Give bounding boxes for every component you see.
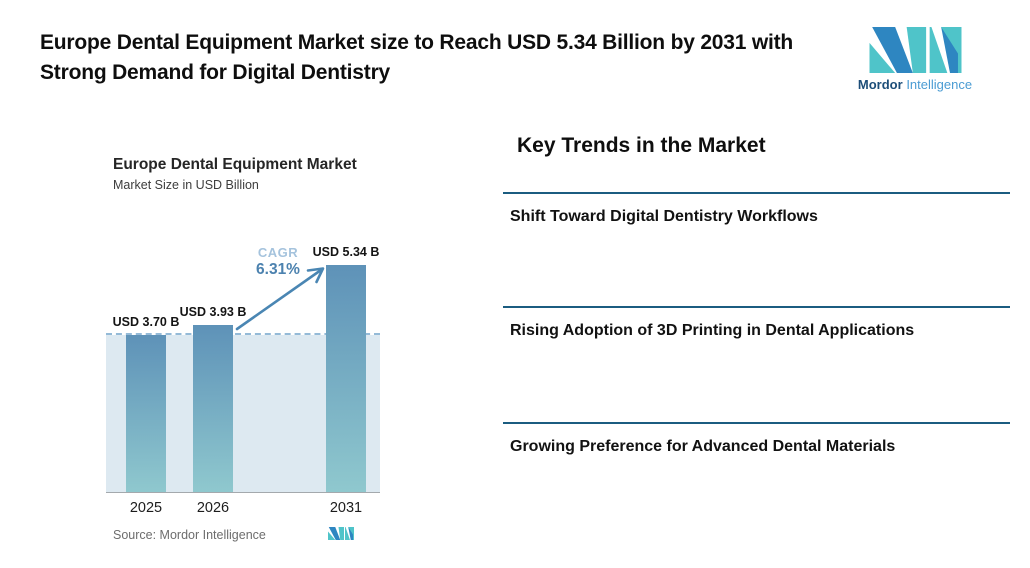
bar-rect-2025 xyxy=(126,334,166,492)
x-axis-line xyxy=(106,492,380,493)
cagr-label: CAGR xyxy=(257,245,299,260)
logo-word-mordor: Mordor xyxy=(857,77,903,92)
x-tick-2025: 2025 xyxy=(129,500,163,516)
bar-rect-2031 xyxy=(326,265,366,492)
growth-arrow-icon xyxy=(235,267,325,331)
chart-title: Europe Dental Equipment Market xyxy=(113,156,357,173)
logo-wordmark: Mordor Intelligence xyxy=(855,77,975,92)
trend-item-digital-dentistry: Shift Toward Digital Dentistry Workflows xyxy=(503,192,1010,230)
trend-item-advanced-materials: Growing Preference for Advanced Dental M… xyxy=(503,422,1010,460)
bar-value-label: USD 3.70 B xyxy=(112,314,180,329)
trend-item-3d-printing: Rising Adoption of 3D Printing in Dental… xyxy=(503,306,1010,344)
logo-word-intelligence: Intelligence xyxy=(906,77,973,92)
bar-2026: USD 3.93 B 2026 xyxy=(180,305,247,516)
chart-subtitle: Market Size in USD Billion xyxy=(113,178,259,192)
x-tick-2031: 2031 xyxy=(329,500,363,516)
source-text: Source: Mordor Intelligence xyxy=(113,528,266,542)
bar-value-label: USD 5.34 B xyxy=(312,245,380,260)
source-row: Source: Mordor Intelligence xyxy=(113,525,383,545)
x-tick-2026: 2026 xyxy=(196,500,230,516)
bar-2031: USD 5.34 B 2031 xyxy=(313,245,380,516)
mordor-logo-icon xyxy=(869,27,961,73)
bar-value-label: USD 3.93 B xyxy=(179,304,247,319)
bar-2025: USD 3.70 B 2025 xyxy=(113,315,180,516)
dashed-threshold-line xyxy=(106,332,380,335)
mordor-logo-small-icon xyxy=(328,527,354,540)
mordor-intelligence-logo: Mordor Intelligence xyxy=(855,27,975,92)
trends-heading: Key Trends in the Market xyxy=(517,134,766,157)
cagr-annotation: CAGR 6.31% xyxy=(237,245,319,279)
page-title: Europe Dental Equipment Market size to R… xyxy=(40,31,794,84)
cagr-value: 6.31% xyxy=(256,260,300,278)
bar-chart: USD 3.70 B 2025 USD 3.93 B 2026 USD 5.34… xyxy=(106,245,380,516)
bar-rect-2026 xyxy=(193,324,233,492)
